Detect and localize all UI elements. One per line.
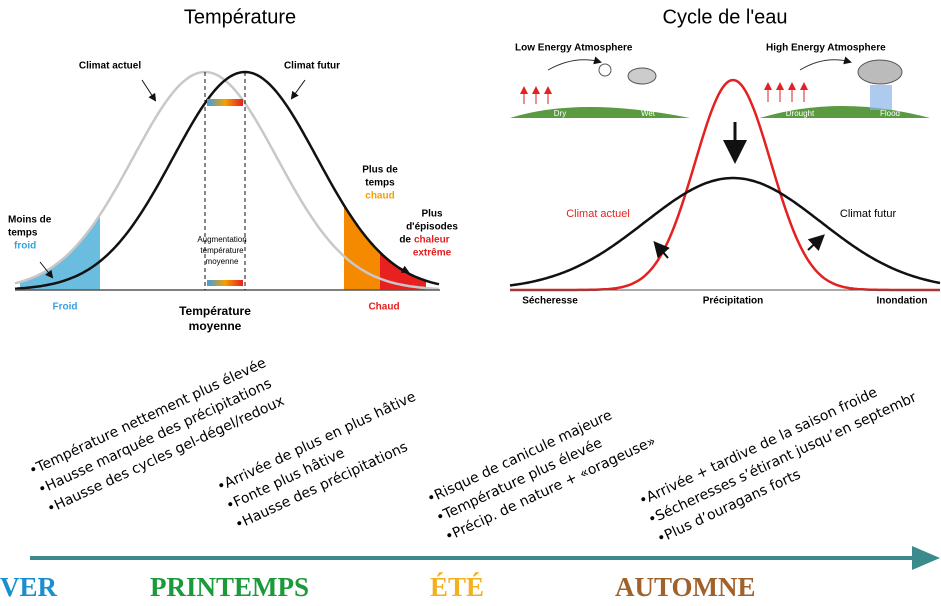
label: temps <box>8 228 38 239</box>
curve <box>14 70 440 291</box>
rain <box>870 85 892 110</box>
label: d'épisodes <box>406 222 458 233</box>
wind-arrow <box>547 56 602 71</box>
axis-title: Température <box>179 304 251 318</box>
panel-title: Température <box>184 6 296 28</box>
label: Froid <box>53 302 78 313</box>
label: de <box>399 235 411 246</box>
tail-warm <box>344 205 380 290</box>
label: temps <box>365 178 395 189</box>
label: Précipitation <box>703 296 764 307</box>
axis-title: moyenne <box>189 319 242 333</box>
label: Sécheresse <box>522 296 578 307</box>
label: Climat actuel <box>79 61 141 72</box>
label: Moins de <box>8 215 52 226</box>
label: chaud <box>365 191 394 202</box>
impacts: •Température nettement plus élevée•Hauss… <box>27 355 920 547</box>
season: PRINTEMPS <box>150 572 309 602</box>
shift-arrow <box>653 240 670 259</box>
label: Plus <box>421 209 443 220</box>
hill <box>760 106 930 118</box>
label: Flood <box>880 109 900 118</box>
label: Drought <box>786 109 815 118</box>
tail-cold <box>20 214 100 290</box>
curve <box>509 176 941 287</box>
label: Plus de <box>362 165 398 176</box>
cloud <box>598 63 612 77</box>
pointer <box>141 79 157 102</box>
label: Climat actuel <box>566 208 630 220</box>
shift-arrow <box>207 280 243 286</box>
season: ÉTÉ <box>430 572 484 602</box>
cloud <box>857 59 903 85</box>
season: VER <box>0 572 58 602</box>
label: Augmentation <box>197 235 246 244</box>
label: extrême <box>413 248 452 259</box>
season: AUTOMNE <box>615 572 756 602</box>
shift-arrow <box>207 99 243 106</box>
panel-title: Cycle de l'eau <box>663 6 788 28</box>
label: température <box>200 246 244 255</box>
cloud <box>627 67 657 85</box>
impact-line: •Sécheresses s’étirant jusqu’en septembr <box>646 389 920 528</box>
label: Inondation <box>876 296 927 307</box>
timeline-head <box>912 546 940 570</box>
label: High Energy Atmosphere <box>766 43 886 54</box>
label: froid <box>14 241 36 252</box>
pointer <box>290 79 306 100</box>
wind-arrow <box>799 56 852 71</box>
pointer <box>39 261 54 279</box>
temperature-panel: Température Climat actuel Climat futur M… <box>8 6 458 333</box>
label: Wet <box>641 109 656 118</box>
curve <box>14 70 440 290</box>
hill <box>510 107 690 118</box>
label: Climat futur <box>840 208 897 220</box>
label: moyenne <box>206 257 239 266</box>
label: Dry <box>554 109 566 118</box>
label: chaleur <box>414 235 450 246</box>
label: Low Energy Atmosphere <box>515 43 633 54</box>
water-cycle-panel: Cycle de l'eau Low Energy Atmosphere Hig… <box>509 6 941 307</box>
pointer <box>392 263 410 273</box>
label: Climat futur <box>284 61 340 72</box>
label: Chaud <box>368 302 399 313</box>
shift-arrow <box>807 234 825 252</box>
